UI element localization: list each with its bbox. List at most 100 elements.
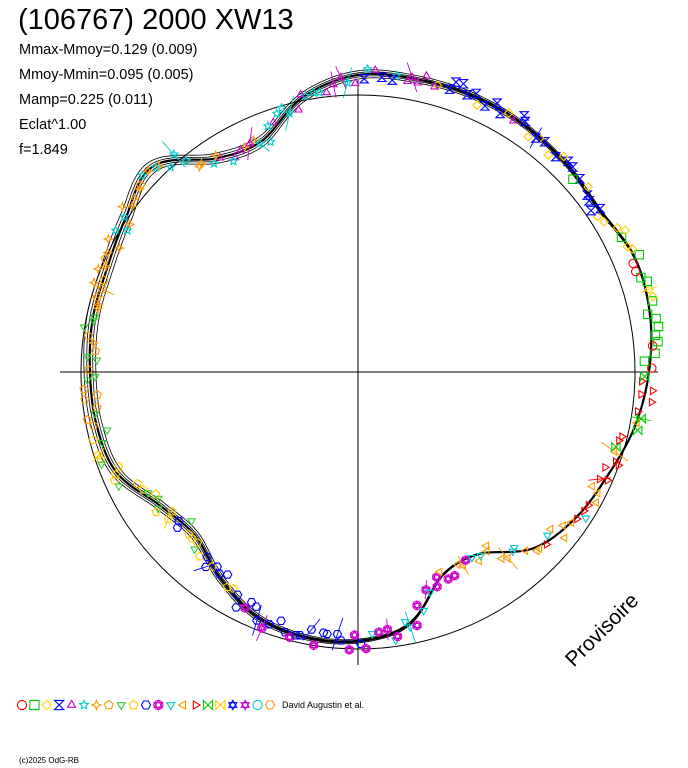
obs-marker — [90, 282, 114, 296]
obs-marker — [128, 192, 141, 204]
obs-marker — [567, 162, 579, 172]
obs-marker — [280, 628, 290, 637]
obs-marker — [509, 544, 519, 553]
obs-marker — [336, 636, 346, 645]
obs-marker — [264, 620, 275, 629]
obs-marker — [90, 374, 100, 383]
obs-marker — [472, 100, 483, 110]
obs-marker — [649, 386, 658, 396]
obs-marker — [80, 394, 90, 404]
obs-marker — [647, 291, 658, 302]
stat-mamp: Mamp=0.225 (0.011) — [19, 92, 153, 108]
obs-marker — [591, 497, 600, 508]
obs-marker — [639, 376, 647, 386]
obs-marker — [163, 509, 173, 529]
obs-marker — [627, 244, 638, 254]
obs-marker — [121, 224, 133, 235]
obs-marker — [110, 224, 121, 236]
obs-marker — [413, 77, 423, 86]
obs-marker — [102, 427, 112, 436]
obs-marker — [450, 570, 460, 581]
obs-marker — [114, 483, 124, 492]
obs-marker — [302, 618, 321, 641]
obs-marker — [150, 161, 162, 173]
obs-marker — [110, 469, 121, 479]
obs-marker — [653, 336, 663, 347]
obs-marker — [634, 406, 643, 417]
obs-marker — [460, 554, 471, 566]
obs-marker — [642, 309, 653, 320]
obs-marker — [634, 249, 645, 260]
obs-marker — [153, 495, 163, 504]
obs-marker — [222, 570, 233, 579]
legend-symbol-3 — [41, 699, 53, 711]
obs-marker — [82, 377, 92, 386]
obs-marker — [88, 435, 99, 444]
obs-marker — [638, 389, 647, 399]
reference-circle — [80, 94, 636, 650]
obs-marker — [97, 461, 107, 470]
obs-marker — [581, 515, 591, 524]
obs-marker — [90, 410, 100, 419]
obs-marker — [473, 556, 482, 566]
obs-marker — [331, 617, 344, 651]
obs-marker — [151, 507, 161, 516]
obs-marker — [404, 611, 416, 643]
obs-marker — [97, 439, 107, 448]
obs-marker — [161, 141, 186, 168]
obs-marker — [153, 505, 163, 514]
obs-marker — [467, 554, 477, 563]
obs-marker — [232, 590, 243, 599]
obs-marker — [382, 618, 393, 641]
obs-marker — [636, 272, 646, 283]
obs-marker — [630, 266, 641, 277]
obs-marker — [247, 134, 260, 146]
obs-marker — [195, 551, 205, 561]
obs-marker — [599, 216, 610, 227]
obs-marker — [92, 357, 102, 366]
obs-marker — [87, 337, 99, 349]
obs-marker — [256, 615, 268, 642]
obs-marker — [284, 95, 295, 131]
obs-marker — [457, 79, 469, 89]
obs-marker — [236, 144, 246, 153]
obs-marker — [296, 89, 306, 98]
obs-marker — [92, 263, 104, 275]
obs-marker — [136, 169, 148, 181]
obs-marker — [545, 524, 554, 534]
obs-marker — [612, 222, 623, 233]
obs-marker — [229, 583, 239, 593]
obs-marker — [96, 454, 106, 464]
obs-marker — [583, 196, 595, 206]
obs-marker — [574, 173, 586, 184]
obs-marker — [276, 616, 286, 626]
obs-marker — [558, 151, 569, 162]
obs-marker — [376, 72, 388, 83]
obs-marker — [457, 555, 469, 576]
obs-marker — [370, 64, 380, 73]
obs-marker — [184, 529, 194, 539]
observation-markers — [79, 62, 664, 656]
obs-marker — [651, 313, 661, 324]
obs-marker — [619, 432, 628, 442]
obs-marker — [88, 276, 100, 289]
obs-marker — [143, 490, 153, 499]
obs-marker — [92, 390, 103, 399]
obs-marker — [321, 87, 332, 96]
obs-marker — [653, 321, 664, 332]
obs-marker — [88, 420, 99, 430]
obs-marker — [494, 108, 506, 119]
obs-marker — [299, 90, 311, 101]
obs-marker — [418, 607, 429, 616]
obs-marker — [631, 413, 652, 425]
obs-marker — [534, 544, 543, 554]
obs-marker — [214, 569, 225, 578]
obs-marker — [174, 516, 184, 526]
obs-marker — [361, 643, 371, 654]
obs-marker — [82, 414, 93, 424]
obs-marker — [374, 626, 384, 638]
obs-marker — [444, 84, 456, 94]
obs-marker — [92, 298, 104, 311]
obs-marker — [180, 155, 192, 166]
